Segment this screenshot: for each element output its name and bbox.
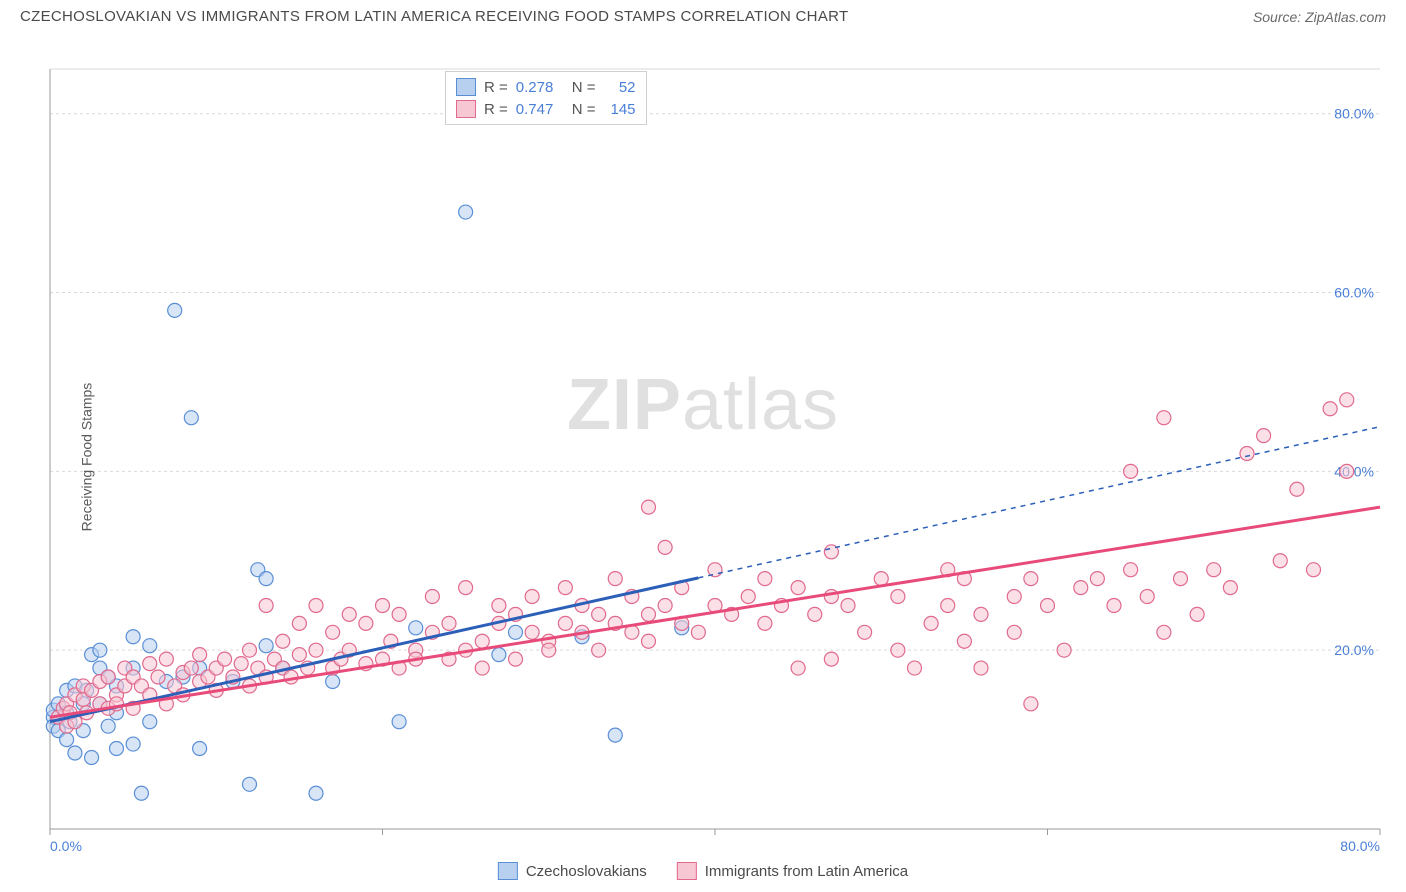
swatch-icon xyxy=(456,100,476,118)
stats-row: R =0.747N =145 xyxy=(456,98,636,120)
bottom-legend: Czechoslovakians Immigrants from Latin Am… xyxy=(498,860,908,882)
swatch-icon xyxy=(498,862,518,880)
svg-text:80.0%: 80.0% xyxy=(1340,838,1380,854)
stats-box: R =0.278N =52R =0.747N =145 xyxy=(445,71,647,125)
source-label: Source: ZipAtlas.com xyxy=(1253,9,1386,25)
svg-text:80.0%: 80.0% xyxy=(1334,106,1374,122)
swatch-icon xyxy=(677,862,697,880)
legend-item: Immigrants from Latin America xyxy=(677,860,908,882)
legend-item: Czechoslovakians xyxy=(498,860,647,882)
scatter-chart: 20.0%40.0%60.0%80.0%0.0%80.0% xyxy=(0,29,1406,884)
chart-area: Receiving Food Stamps ZIPatlas 20.0%40.0… xyxy=(0,29,1406,884)
swatch-icon xyxy=(456,78,476,96)
svg-text:20.0%: 20.0% xyxy=(1334,642,1374,658)
svg-text:60.0%: 60.0% xyxy=(1334,285,1374,301)
stats-row: R =0.278N =52 xyxy=(456,76,636,98)
y-axis-label: Receiving Food Stamps xyxy=(78,382,94,531)
svg-text:0.0%: 0.0% xyxy=(50,838,82,854)
chart-title: CZECHOSLOVAKIAN VS IMMIGRANTS FROM LATIN… xyxy=(20,8,848,25)
